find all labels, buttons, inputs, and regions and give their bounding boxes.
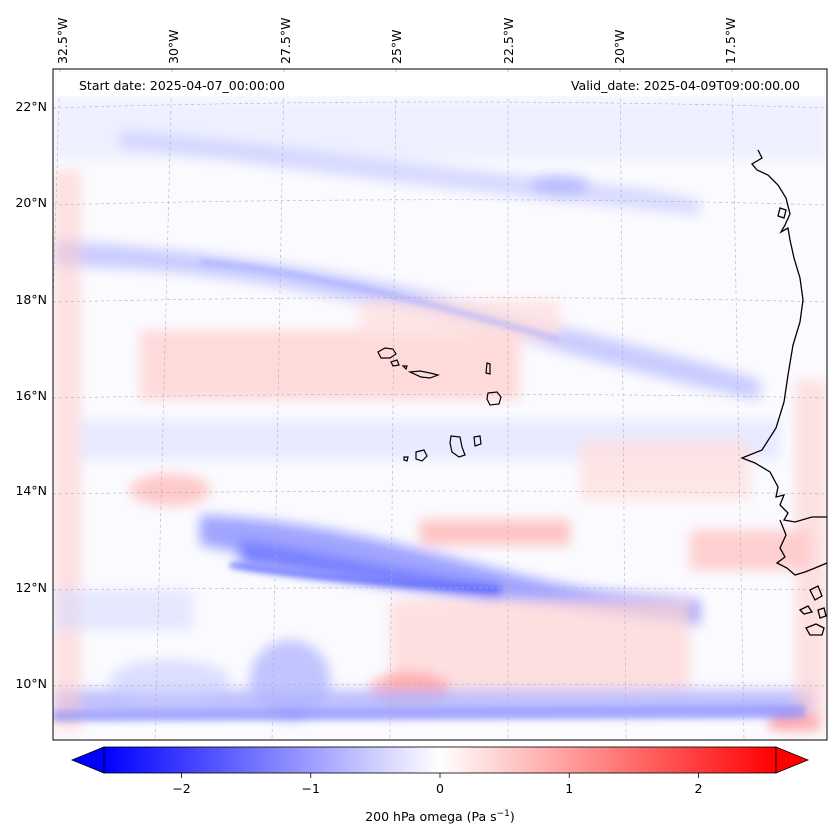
island-sao-vicente (390, 359, 400, 367)
island-sao-nicolau (407, 370, 441, 379)
lat-label-10n: 10°N (15, 676, 47, 691)
colorbar-extend-right (775, 746, 810, 774)
longitude-labels: 32.5°W 30°W 27.5°W 25°W 22.5°W 20°W 17.5… (55, 18, 738, 64)
colorbar-tick-label: 0 (436, 781, 444, 796)
colorbar-tick-label: −1 (302, 781, 320, 796)
map-frame (52, 68, 828, 741)
lon-label-20w: 20°W (612, 29, 627, 64)
lat-label-20n: 20°N (15, 195, 47, 210)
lat-label-16n: 16°N (15, 388, 47, 403)
colorbar-extend-left (70, 746, 105, 774)
lat-label-12n: 12°N (15, 580, 47, 595)
island-santiago (449, 435, 466, 458)
island-santo-antao (377, 347, 397, 359)
valid-date-label: Valid_date: 2025-04-09T09:00:00.00 (571, 78, 800, 93)
lon-label-27-5w: 27.5°W (278, 18, 293, 64)
lon-label-17-5w: 17.5°W (723, 18, 738, 64)
colorbar-tick-label: −2 (172, 781, 190, 796)
omega-field (53, 100, 827, 730)
start-date-label: Start date: 2025-04-07_00:00:00 (79, 78, 285, 93)
colorbar-ticks: −2 −1 0 1 2 (172, 773, 702, 796)
lat-label-22n: 22°N (15, 99, 47, 114)
stamp-background (56, 72, 824, 96)
island-boa-vista (486, 391, 502, 406)
map-panel: Start date: 2025-04-07_00:00:00 Valid_da… (52, 68, 828, 741)
lon-label-25w: 25°W (389, 29, 404, 64)
colorbar-label-text: 200 hPa omega (Pa s (365, 809, 496, 824)
island-brava (403, 456, 409, 462)
lat-label-18n: 18°N (15, 292, 47, 307)
colorbar-tick-label: 1 (565, 781, 573, 796)
colorbar-label-close: ) (510, 809, 515, 824)
latitude-labels: 22°N 20°N 18°N 16°N 14°N 12°N 10°N (15, 99, 47, 691)
island-santa-luzia (401, 365, 408, 371)
african-coastline (740, 149, 827, 636)
island-maio (473, 435, 482, 447)
colorbar: −2 −1 0 1 2 200 hPa omega (Pa s−1) (70, 746, 810, 824)
graticule (53, 69, 827, 740)
colorbar-tick-label: 2 (694, 781, 702, 796)
cabo-verde-islands (377, 347, 502, 462)
island-fogo (415, 449, 428, 462)
colorbar-label-unit: −1 (497, 809, 510, 819)
colorbar-label: 200 hPa omega (Pa s−1) (365, 809, 515, 824)
lat-label-14n: 14°N (15, 483, 47, 498)
colorbar-ramp (103, 746, 777, 774)
lon-label-32-5w: 32.5°W (55, 18, 70, 64)
lon-label-22-5w: 22.5°W (501, 18, 516, 64)
island-sal (485, 362, 491, 375)
lon-label-30w: 30°W (166, 29, 181, 64)
